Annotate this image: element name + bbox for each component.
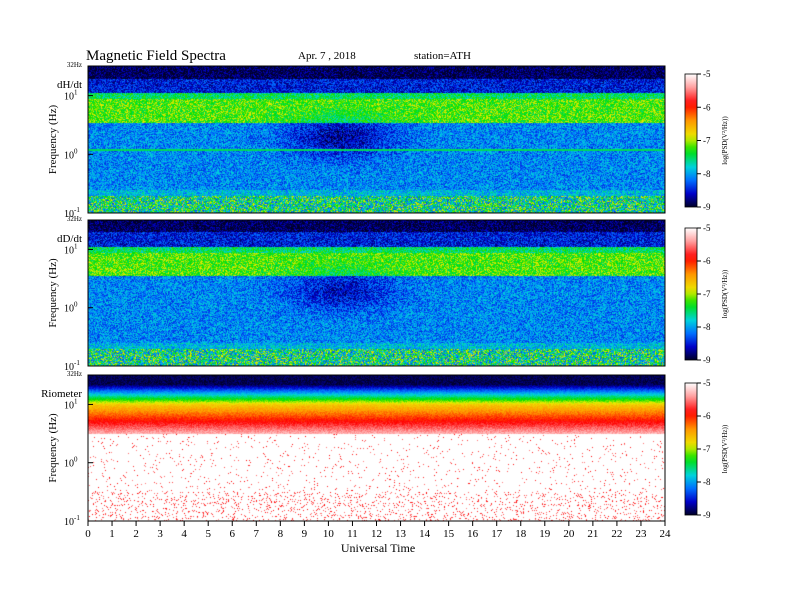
x-tick-label: 5	[205, 528, 211, 540]
station-label: station=ATH	[414, 50, 471, 62]
x-tick-label: 19	[539, 528, 551, 540]
panel-label: Riometer	[41, 388, 82, 400]
colorbar: -5 -6 -7 -8 -9 log(PSD(V²/Hz))	[684, 69, 729, 212]
x-tick-label: 18	[515, 528, 527, 540]
y-top-tick-label: 32Hz	[67, 61, 82, 69]
y-tick-label: 100	[64, 301, 78, 315]
x-tick-label: 8	[278, 528, 284, 540]
colorbar-tick-label: -7	[703, 136, 711, 146]
colorbar-tick-label: -9	[703, 355, 711, 365]
colorbar: -5 -6 -7 -8 -9 log(PSD(V²/Hz))	[684, 378, 729, 520]
colorbar-gradient	[684, 382, 698, 516]
x-tick-label: 16	[467, 528, 479, 540]
y-top-tick-label: 32Hz	[67, 215, 82, 223]
heatmap-image	[88, 375, 665, 521]
colorbar: -5 -6 -7 -8 -9 log(PSD(V²/Hz))	[684, 223, 729, 365]
colorbar-tick-label: -6	[703, 411, 711, 421]
x-tick-label: 6	[230, 528, 236, 540]
figure-title: Magnetic Field Spectra	[86, 48, 226, 64]
y-tick-label: 10-1	[64, 514, 80, 528]
x-axis-label: Universal Time	[341, 541, 415, 555]
colorbar-tick-label: -7	[703, 289, 711, 299]
x-tick-label: 20	[563, 528, 575, 540]
colorbar-tick-label: -6	[703, 256, 711, 266]
x-tick-label: 24	[660, 528, 672, 540]
y-tick-label: 101	[64, 242, 78, 256]
y-axis-label: Frequency (Hz)	[47, 105, 59, 175]
colorbar-tick-label: -6	[703, 102, 711, 112]
x-tick-label: 9	[302, 528, 308, 540]
x-tick-label: 2	[133, 528, 139, 540]
date-label: Apr. 7 , 2018	[298, 50, 356, 62]
colorbar-tick-label: -9	[703, 202, 711, 212]
x-tick-label: 3	[157, 528, 163, 540]
colorbar-tick-label: -9	[703, 510, 711, 520]
y-top-tick-label: 32Hz	[67, 370, 82, 378]
y-tick-label: 10-1	[64, 206, 80, 220]
x-tick-label: 23	[635, 528, 647, 540]
x-tick-label: 10	[323, 528, 335, 540]
panel-frame	[87, 65, 666, 214]
heatmap-image	[88, 220, 665, 366]
x-tick-label: 22	[611, 528, 622, 540]
y-tick-label: 101	[64, 89, 78, 103]
colorbar-tick-label: -8	[703, 169, 711, 179]
x-tick-label: 15	[443, 528, 455, 540]
x-tick-label: 13	[395, 528, 407, 540]
colorbar-tick-label: -7	[703, 444, 711, 454]
x-tick-label: 21	[587, 528, 598, 540]
heatmap-image	[88, 66, 665, 213]
y-tick-label: 10-1	[64, 359, 80, 373]
y-axis-label: Frequency (Hz)	[47, 258, 59, 328]
panel-label: dD/dt	[57, 233, 82, 245]
panel-frame	[87, 219, 666, 367]
colorbar-tick-label: -5	[703, 223, 711, 233]
colorbar-gradient	[684, 73, 698, 208]
colorbar-tick-label: -8	[703, 322, 711, 332]
x-tick-label: 4	[181, 528, 187, 540]
x-tick-label: 0	[85, 528, 91, 540]
x-tick-label: 7	[254, 528, 260, 540]
colorbar-label: log(PSD(V²/Hz))	[721, 116, 729, 165]
y-tick-label: 100	[64, 147, 78, 161]
colorbar-label: log(PSD(V²/Hz))	[721, 424, 729, 473]
x-axis: 0 1 2 3 4 5 6 7 8 9 10 11 12 13 14 15 16 17 18 19 20 21 22 23 24	[85, 521, 671, 540]
colorbar-label: log(PSD(V²/Hz))	[721, 269, 729, 318]
x-tick-label: 11	[347, 528, 358, 540]
x-tick-label: 1	[109, 528, 115, 540]
x-tick-label: 14	[419, 528, 431, 540]
colorbar-tick-label: -5	[703, 69, 711, 79]
y-axis-label: Frequency (Hz)	[47, 413, 59, 483]
spectrogram-panel-3: Riometer 32Hz 101 100 10-1 Frequency (Hz) -5 -6…	[41, 370, 729, 528]
panel-label: dH/dt	[57, 79, 82, 91]
x-tick-label: 17	[491, 528, 503, 540]
y-tick-label: 100	[64, 456, 78, 470]
y-tick-label: 101	[64, 397, 78, 411]
colorbar-gradient	[684, 227, 698, 361]
x-tick-label: 12	[371, 528, 382, 540]
colorbar-tick-label: -8	[703, 477, 711, 487]
colorbar-tick-label: -5	[703, 378, 711, 388]
